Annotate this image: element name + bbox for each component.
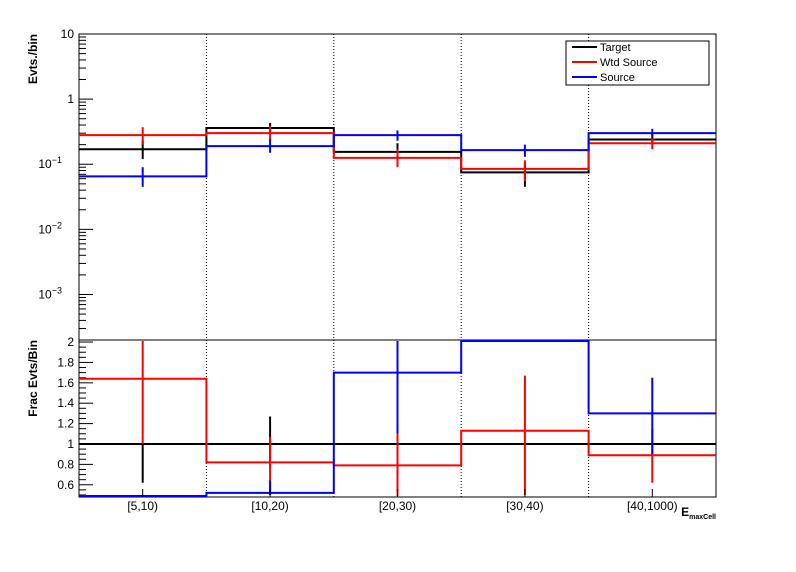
series-source: [79, 128, 716, 187]
bottom-y-axis: 0.6 0.8 1 1.2 1.4 1.6 1.8 2: [57, 335, 93, 496]
y-tick-label: 1.4: [57, 396, 74, 410]
top-bin-dividers: [205, 34, 590, 340]
y-tick-label: 10−2: [38, 220, 62, 236]
legend-label-source: Source: [600, 72, 635, 84]
x-tick-label: [5,10): [127, 499, 158, 513]
top-series-group: [79, 122, 716, 187]
bottom-x-axis: [5,10) [10,20) [20,30) [30,40) [40,1000): [127, 489, 678, 513]
series-wtd-source: [79, 125, 716, 182]
x-tick-label: [20,30): [379, 499, 416, 513]
legend: Target Wtd Source Source: [565, 40, 710, 86]
y-tick-label: 0.6: [57, 478, 74, 492]
y-tick-label: 1.6: [57, 376, 74, 390]
bottom-panel: 0.6 0.8 1 1.2 1.4 1.6 1.8 2 [5,10) [10,20) [20,30…: [26, 335, 717, 521]
y-tick-label: 1: [67, 437, 74, 451]
y-tick-label: 10−1: [38, 155, 62, 171]
bottom-y-axis-label: Frac Evts/Bin: [26, 340, 40, 417]
top-y-axis: 10 1 10−1 10−2 10−3: [38, 27, 93, 341]
y-tick-label: 10: [61, 27, 75, 41]
bottom-x-axis-label: EmaxCell: [681, 505, 716, 521]
top-y-axis-label: Evts./bin: [26, 34, 40, 84]
y-tick-label: 2: [67, 335, 74, 349]
y-tick-label: 0.8: [57, 457, 74, 471]
top-panel: 10 1 10−1 10−2 10−3 Evts./bin Target Wtd Sou…: [26, 27, 717, 341]
x-tick-label: [40,1000): [627, 499, 678, 513]
bottom-series-group: [79, 340, 716, 497]
x-tick-label: [10,20): [251, 499, 288, 513]
y-tick-label: 1: [67, 92, 74, 106]
y-tick-label: 1.2: [57, 417, 74, 431]
series-wtd-source: [79, 341, 716, 496]
legend-label-wtd-source: Wtd Source: [600, 57, 657, 69]
x-tick-label: [30,40): [506, 499, 543, 513]
y-tick-label: 10−3: [38, 285, 62, 301]
y-tick-label: 1.8: [57, 355, 74, 369]
legend-label-target: Target: [600, 42, 631, 54]
